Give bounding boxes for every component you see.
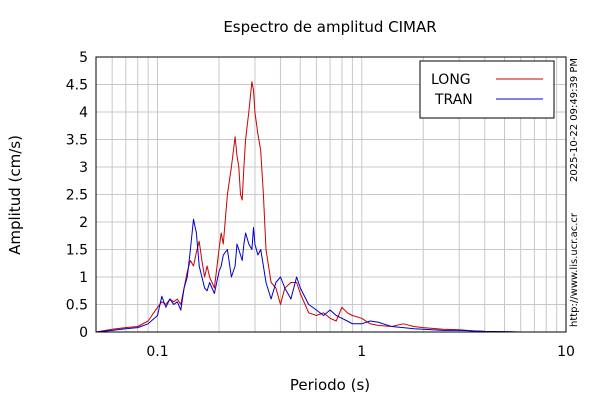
y-tick-label: 3.5 [66,133,88,149]
timestamp-label: 2025-10-22 09:49:39 PM [569,58,580,182]
y-axis-tick-labels: 0 0.5 1 1.5 2 2.5 3 3.5 4 4.5 5 [66,50,88,341]
series-line-tran [95,218,566,333]
legend: LONG TRAN [419,60,555,119]
legend-label-long: LONG [431,72,471,88]
y-tick-label: 0.5 [66,298,88,314]
chart-title: Espectro de amplitud CIMAR [223,18,436,36]
y-axis-label: Amplitud (cm/s) [6,135,24,255]
y-tick-label: 1.5 [66,243,88,259]
series-layer [95,81,566,333]
x-tick-label: 1 [357,344,366,360]
source-url-label: http://www.lis.ucr.ac.cr [569,212,580,327]
x-tick-label: 0.1 [146,344,168,360]
y-tick-label: 2 [79,215,88,231]
x-axis-tick-labels: 0.1 1 10 [146,344,575,360]
y-tick-label: 5 [79,50,88,66]
y-tick-label: 3 [79,160,88,176]
x-tick-label: 10 [557,344,575,360]
legend-label-tran: TRAN [434,92,473,108]
chart-grid [96,57,566,332]
y-tick-label: 4 [79,105,88,121]
legend-box [419,60,555,119]
plot-frame [95,56,567,333]
y-tick-label: 0 [79,325,88,341]
y-tick-label: 1 [79,270,88,286]
y-tick-label: 2.5 [66,188,88,204]
x-axis-label: Periodo (s) [290,376,370,394]
y-tick-label: 4.5 [66,78,88,94]
